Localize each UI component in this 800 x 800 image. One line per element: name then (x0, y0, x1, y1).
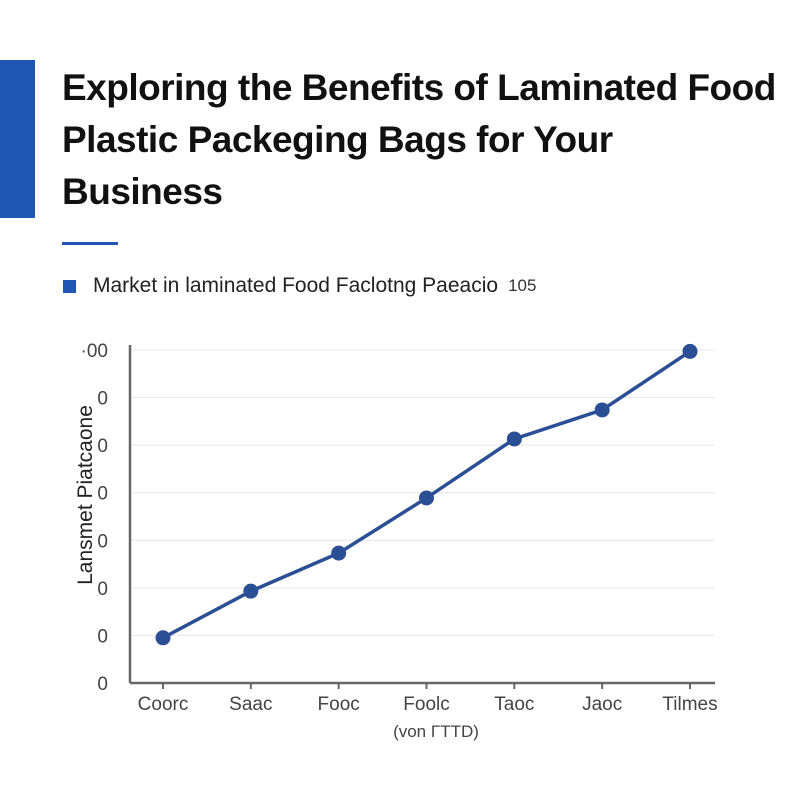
page-title: Exploring the Benefits of Laminated Food… (62, 67, 776, 212)
x-tick-label: Saac (229, 694, 272, 715)
data-point (155, 630, 171, 646)
y-tick-label: 0 (97, 389, 108, 410)
x-tick-label: Tilmes (662, 694, 717, 715)
title-underline (62, 242, 118, 245)
data-point (243, 583, 259, 599)
data-point (594, 402, 610, 418)
x-tick-label: Foolc (403, 694, 449, 715)
accent-bar (0, 60, 35, 218)
legend-label: Market in laminated Food Faclotng Paeaci… (93, 274, 499, 297)
data-point (419, 490, 434, 506)
x-tick-label: Coorc (138, 694, 189, 715)
x-tick-label: Jaoc (582, 694, 622, 715)
legend-swatch (63, 279, 76, 293)
legend: Market in laminated Food Faclotng Paeaci… (63, 274, 536, 298)
data-point (331, 545, 347, 561)
x-axis-label: (von ΓTTD) (393, 722, 479, 741)
y-tick-label: 0 (97, 484, 108, 505)
y-axis-label: Lansmet Piatcaone (74, 405, 97, 585)
data-point (506, 431, 522, 447)
legend-extra: 105 (508, 276, 537, 295)
data-point (682, 343, 698, 359)
x-tick-label: Fooc (318, 694, 360, 715)
y-tick-label: 0 (97, 579, 108, 600)
y-tick-label: 0 (97, 674, 108, 695)
x-tick-label: Taoc (494, 694, 534, 715)
y-tick-label: ·00 (81, 341, 108, 362)
y-tick-label: 0 (97, 626, 108, 647)
y-tick-label: 0 (97, 531, 108, 552)
y-tick-label: 0 (97, 436, 108, 457)
